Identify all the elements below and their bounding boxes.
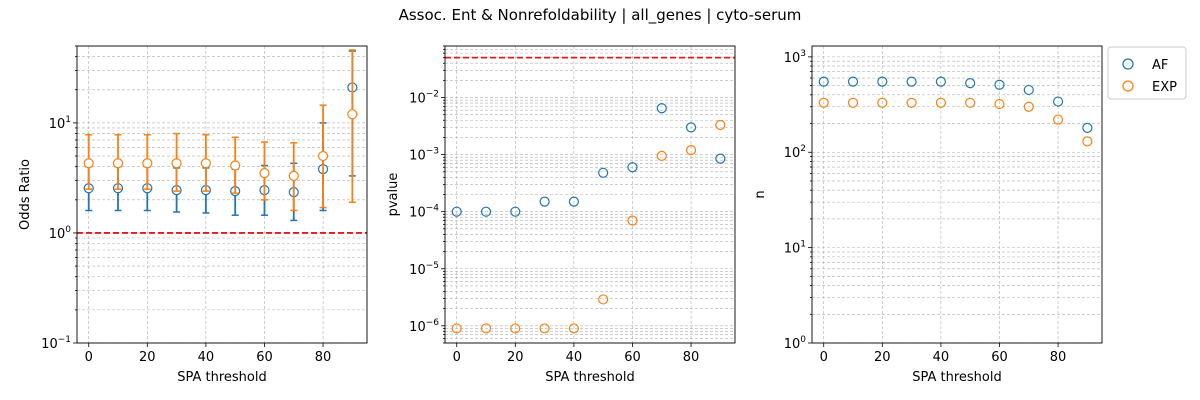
x-tick-label: 60 [624, 350, 641, 365]
point-exp [451, 323, 462, 334]
y-tick-label: 10−5 [409, 261, 439, 278]
point-af [994, 79, 1005, 90]
point-exp [906, 97, 917, 108]
point-af [1082, 122, 1093, 133]
legend-frame [1107, 46, 1187, 100]
point-exp [994, 98, 1005, 110]
y-tick-label: 10−6 [409, 318, 439, 335]
point-exp [317, 150, 329, 162]
odds-ratio-xlabel: SPA threshold [177, 370, 267, 385]
point-af [510, 206, 521, 217]
point-exp [627, 215, 638, 226]
x-tick-label: 40 [566, 350, 583, 365]
point-af [906, 76, 917, 87]
point-exp [715, 119, 726, 131]
pvalue-panel: 0 20 40 60 80 10−6 10−5 10−4 10−3 10−2 SPA thresh… [386, 45, 736, 385]
axes-frame [76, 45, 368, 344]
point-exp [818, 97, 829, 108]
point-exp [656, 150, 667, 161]
point-af [847, 76, 859, 87]
point-exp [1082, 136, 1093, 147]
point-exp [685, 144, 697, 156]
x-tick-label: 40 [933, 350, 950, 365]
x-tick-label: 60 [256, 350, 273, 365]
point-af [715, 153, 726, 164]
x-tick-label: 0 [820, 350, 828, 365]
point-exp [200, 158, 211, 169]
x-tick-label: 40 [198, 350, 215, 365]
y-tick-label: 10−4 [409, 204, 439, 221]
point-exp [142, 158, 153, 169]
point-af [627, 162, 638, 173]
x-tick-label: 20 [139, 350, 156, 365]
point-exp [288, 170, 299, 181]
x-tick-label: 20 [874, 350, 891, 365]
legend-label-exp: EXP [1152, 80, 1177, 95]
point-af [1052, 96, 1064, 107]
point-af [656, 103, 667, 114]
figure-suptitle: Assoc. Ent & Nonrefoldability | all_gene… [399, 6, 802, 25]
y-tick-label: 101 [49, 115, 71, 132]
x-tick-label: 20 [507, 350, 524, 365]
axes-frame [444, 45, 736, 344]
point-af [1023, 84, 1034, 96]
n-xlabel: SPA threshold [912, 370, 1002, 385]
legend-marker-exp [1122, 80, 1134, 92]
y-tick-label: 10−3 [409, 147, 439, 164]
point-exp [510, 323, 521, 334]
point-af [935, 76, 946, 87]
point-af [451, 206, 462, 217]
point-exp [171, 158, 182, 169]
pvalue-ylabel: pvalue [386, 173, 401, 217]
legend: AF EXP [1107, 46, 1187, 100]
point-exp [598, 294, 609, 305]
x-tick-label: 60 [991, 350, 1008, 365]
y-tick-label: 100 [49, 225, 72, 242]
pvalue-xlabel: SPA threshold [545, 370, 635, 385]
y-tick-label: 103 [784, 49, 806, 66]
y-tick-label: 100 [784, 335, 807, 352]
point-exp [539, 323, 550, 334]
n-ylabel: n [753, 190, 768, 198]
x-tick-label: 80 [1050, 350, 1067, 365]
point-exp [230, 160, 241, 171]
point-exp [480, 323, 492, 334]
point-exp [1052, 114, 1064, 125]
n-panel: 0 20 40 60 80 100 101 102 103 SPA threshold n [753, 45, 1103, 385]
point-af [568, 196, 579, 207]
point-exp [568, 323, 579, 334]
point-af [877, 76, 888, 87]
x-tick-label: 0 [453, 350, 461, 365]
point-af [480, 206, 492, 217]
point-af [818, 76, 829, 87]
x-tick-label: 80 [683, 350, 700, 365]
legend-label-af: AF [1152, 58, 1168, 73]
point-exp [847, 97, 859, 108]
point-exp [259, 167, 270, 179]
y-tick-label: 10−1 [41, 335, 71, 352]
y-tick-label: 101 [784, 240, 806, 257]
point-exp [112, 158, 124, 169]
point-af [598, 167, 609, 178]
point-exp [877, 97, 888, 108]
axes-frame [811, 45, 1103, 344]
point-exp [965, 97, 976, 108]
x-tick-label: 80 [315, 350, 332, 365]
y-tick-label: 10−2 [409, 90, 439, 107]
point-exp [935, 97, 946, 108]
y-tick-label: 102 [784, 144, 806, 161]
point-exp [1023, 101, 1034, 112]
odds-ratio-panel: 0 20 40 60 80 10−1 100 101 SPA threshold Odds R… [18, 45, 368, 385]
point-af [965, 78, 976, 89]
legend-marker-af [1122, 58, 1134, 70]
x-tick-label: 0 [85, 350, 93, 365]
point-af [685, 122, 697, 133]
point-exp [83, 158, 94, 169]
point-af [539, 196, 550, 207]
odds-ratio-ylabel: Odds Ratio [18, 159, 33, 230]
point-exp [347, 109, 358, 120]
